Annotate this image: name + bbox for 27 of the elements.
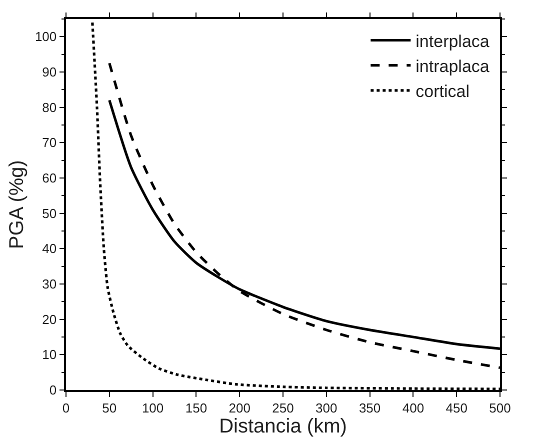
y-tick-label: 30 [42,276,57,292]
legend-label: cortical [416,82,470,102]
x-tick-label: 400 [402,400,424,416]
x-tick-label: 500 [489,400,511,416]
x-tick-label: 150 [185,400,208,416]
y-tick-label: 90 [42,64,57,80]
x-tick-label: 50 [102,400,117,416]
y-tick-label: 0 [49,382,57,398]
x-tick-label: 100 [142,400,164,416]
y-tick-label: 10 [42,347,57,362]
y-tick-label: 40 [42,241,57,256]
y-tick-label: 70 [42,135,57,150]
x-tick-label: 300 [316,400,338,416]
y-axis-title: PGA (%g) [6,160,28,249]
x-tick-label: 450 [446,400,468,416]
y-tick-label: 100 [34,29,57,44]
y-tick-label: 50 [42,206,57,221]
y-tick-label: 80 [42,100,57,115]
x-tick-label: 250 [272,400,294,416]
legend-label: interplaca [416,32,490,51]
x-axis-title: Distancia (km) [219,415,347,438]
x-tick-label: 0 [62,400,70,416]
y-tick-label: 20 [42,312,57,327]
x-tick-label: 200 [228,400,250,416]
x-tick-label: 350 [358,400,381,416]
legend-label: intraplaca [416,56,490,76]
y-tick-label: 60 [42,170,57,186]
